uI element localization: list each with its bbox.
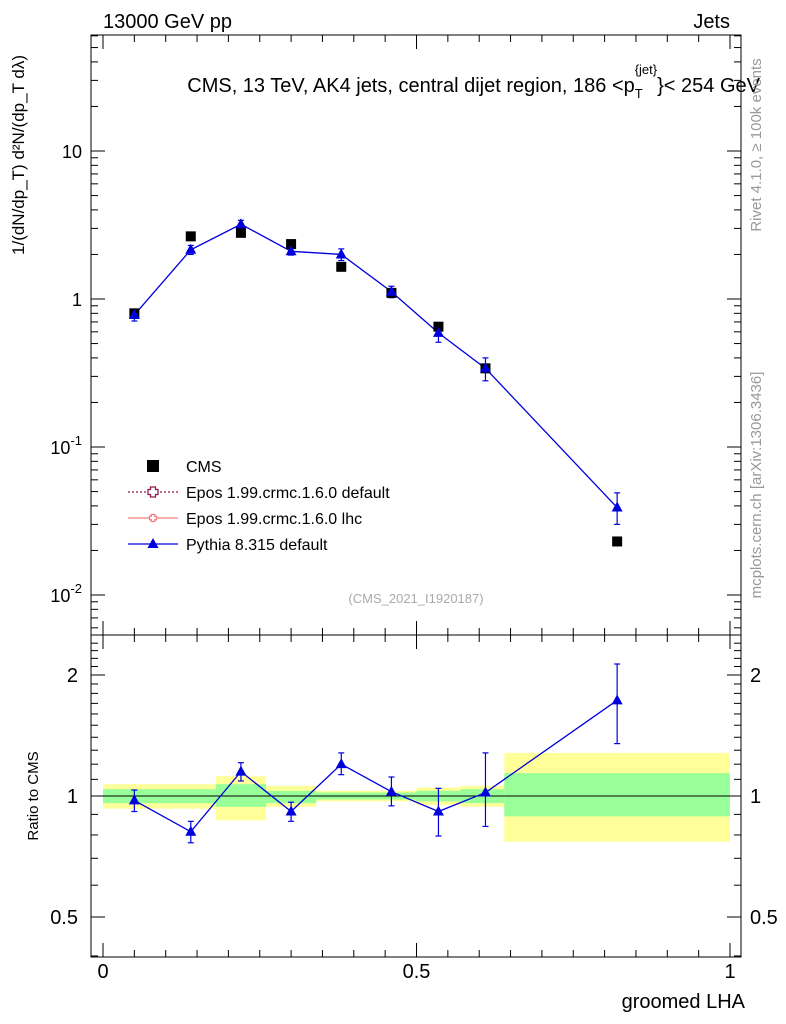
legend: CMS Epos 1.99.crmc.1.6.0 default Epos 1.99…: [128, 459, 390, 554]
ratio-y-tick-label-right: 0.5: [750, 907, 778, 929]
plot-title-sub: T: [635, 86, 643, 101]
ratio-y-tick-label-left: 2: [67, 665, 78, 687]
legend-marker-cross: [148, 513, 158, 523]
ratio-y-tick-label-right: 1: [750, 786, 761, 808]
x-tick-label: 0.5: [403, 961, 431, 983]
header-left: 13000 GeV pp: [103, 11, 232, 33]
ratio-data-point: [335, 758, 347, 769]
legend-marker-cross: [147, 486, 159, 498]
pythia-data-point: [335, 248, 347, 259]
ratio-y-tick-label-right: 2: [750, 665, 761, 687]
stat-uncertainty-band: [504, 773, 730, 817]
header-right: Jets: [693, 11, 730, 33]
cms-data-point: [433, 321, 444, 332]
ratio-y-tick-label-left: 1: [67, 786, 78, 808]
legend-label: Epos 1.99.crmc.1.6.0 default: [186, 485, 390, 502]
ratio-data-point: [128, 794, 140, 805]
ratio-data-point: [611, 694, 623, 705]
main-y-tick-label: 1: [72, 290, 82, 310]
ratio-data-point: [235, 765, 247, 776]
legend-label: Epos 1.99.crmc.1.6.0 lhc: [186, 511, 362, 528]
plot-title-suffix: }< 254 GeV: [657, 75, 761, 97]
pythia-data-point: [128, 308, 140, 319]
x-tick-label: 0: [97, 961, 108, 983]
ratio-data-point: [432, 805, 444, 816]
pythia-data-point: [479, 362, 491, 373]
x-tick-label: 1: [724, 961, 735, 983]
analysis-id: (CMS_2021_I1920187): [348, 591, 483, 606]
ratio-data-point: [479, 786, 491, 797]
ratio-y-ticks: 0.5 0.5 1 1 2 2: [50, 642, 778, 957]
pythia-data-point: [385, 285, 397, 296]
cms-data-point: [286, 239, 297, 250]
main-y-tick-label: 10-1: [50, 433, 82, 458]
legend-label: Pythia 8.315 default: [186, 537, 328, 554]
main-y-ticks: 10-2 10-1 1 10: [50, 35, 741, 629]
legend-marker-triangle: [147, 538, 159, 548]
ratio-y-tick-label-left: 0.5: [50, 907, 78, 929]
main-y-tick-label: 10-2: [50, 581, 82, 606]
plot-title-sup: {jet}: [635, 62, 658, 77]
main-x-ticks: [102, 35, 731, 635]
legend-label: CMS: [186, 459, 222, 476]
legend-marker-square: [147, 460, 159, 472]
main-data-marks: [128, 218, 623, 547]
main-y-axis-label: 1/(dN/dp_T) d²N/(dp_T dλ): [9, 55, 28, 255]
ratio-data-point: [185, 825, 197, 836]
ratio-data-marks: [128, 663, 623, 844]
cms-data-point: [185, 231, 196, 242]
ratio-x-ticks: 0 0.5 1: [97, 635, 736, 983]
rivet-version-label: Rivet 4.1.0, ≥ 100k events: [748, 58, 765, 231]
pythia-data-point: [235, 218, 247, 229]
cms-data-point: [235, 227, 246, 238]
ratio-data-point: [285, 805, 297, 816]
legend-item: Epos 1.99.crmc.1.6.0 default: [128, 485, 390, 502]
legend-item: Pythia 8.315 default: [128, 537, 328, 554]
pythia-data-point: [432, 326, 444, 337]
ratio-y-axis-label: Ratio to CMS: [25, 751, 42, 840]
stat-uncertainty-band: [215, 784, 267, 807]
plot-title: CMS, 13 TeV, AK4 jets, central dijet reg…: [187, 62, 760, 101]
cms-data-point: [612, 536, 623, 547]
main-y-tick-label: 10: [62, 142, 82, 162]
pythia-data-point: [185, 243, 197, 254]
ratio-data-point: [385, 785, 397, 796]
legend-item: Epos 1.99.crmc.1.6.0 lhc: [128, 511, 362, 528]
plot-title-prefix: CMS, 13 TeV, AK4 jets, central dijet reg…: [187, 75, 635, 97]
ratio-uncertainty-bands: [103, 752, 730, 842]
mcplots-label: mcplots.cern.ch [arXiv:1306.3436]: [748, 372, 765, 599]
cms-data-point: [336, 261, 347, 272]
x-axis-label: groomed LHA: [622, 991, 746, 1013]
legend-item: CMS: [147, 459, 222, 476]
pythia-data-point: [285, 245, 297, 256]
pythia-data-point: [611, 501, 623, 512]
